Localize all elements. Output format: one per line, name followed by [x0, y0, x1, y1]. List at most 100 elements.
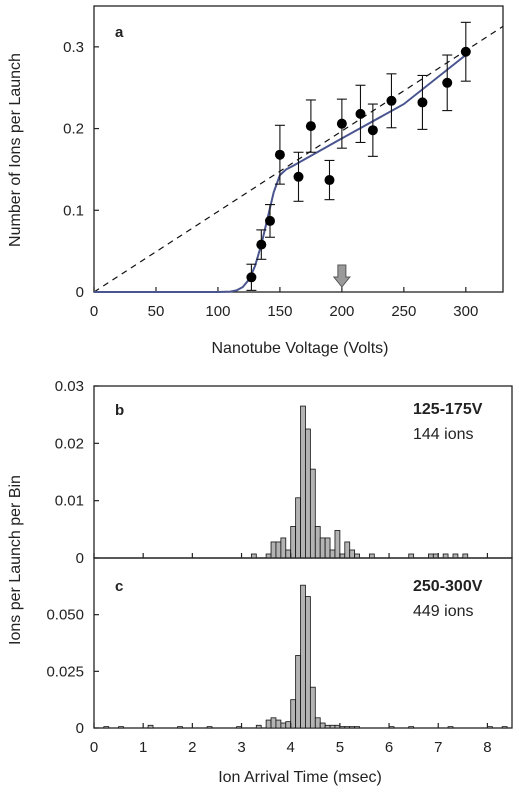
panel-a-data-point — [355, 108, 366, 119]
panel-c-bar — [275, 719, 282, 729]
panel-c-bar — [206, 726, 213, 729]
panel-a-ytick-label: 0.3 — [63, 39, 84, 56]
panel-c-bar — [408, 726, 415, 729]
panel-a-data-point — [324, 175, 335, 186]
panel-c-bar — [349, 726, 356, 729]
panel-a-ytick-label: 0.1 — [63, 202, 84, 219]
panel-c-xtick-label: 0 — [90, 739, 98, 756]
panel-a-xtick-label: 250 — [391, 303, 416, 320]
panel-b-bar — [290, 526, 297, 559]
panel-b-bar — [329, 549, 336, 559]
panel-a-xtick-label: 50 — [148, 303, 165, 320]
panel-c-bar — [255, 724, 262, 729]
panel-a-ytick-label: 0 — [76, 284, 84, 301]
panel-c-ylabel: Ions per Launch per Bin — [7, 475, 24, 645]
panel-c: c 250-300V 449 ions Ion Arrival Time (ms… — [7, 475, 513, 786]
panel-c-ytick-label: 0.050 — [46, 607, 84, 624]
panel-c-bar — [300, 584, 306, 729]
panel-c-bar — [236, 726, 242, 729]
panel-a-data-point — [256, 239, 267, 250]
panel-c-bar — [295, 655, 301, 729]
panel-c-bar — [103, 726, 110, 729]
panel-c-bar — [329, 724, 336, 729]
panel-a-xtick-label: 0 — [90, 303, 98, 320]
panel-c-bar — [319, 722, 326, 729]
panel-c-bar — [118, 726, 124, 729]
panel-c-bar — [280, 722, 287, 729]
panel-c-bar — [314, 717, 321, 729]
panel-a-data-point — [417, 97, 428, 108]
panel-a-down-arrow-icon — [332, 264, 351, 288]
panel-b-bar — [319, 537, 326, 559]
panel-c-ytick-label: 0.025 — [46, 663, 84, 680]
panel-b-letter: b — [115, 402, 124, 419]
panel-a-data-point — [305, 121, 316, 132]
panel-c-bar — [388, 726, 395, 729]
panel-b-annotation-count: 144 ions — [413, 426, 474, 443]
panel-b-ytick-label: 0 — [76, 550, 84, 567]
panel-b-ytick-label: 0.01 — [55, 493, 84, 510]
panel-c-bar — [177, 726, 183, 729]
panel-b-bar — [349, 549, 356, 559]
panel-c-xtick-label: 2 — [188, 739, 196, 756]
panel-b-bar — [324, 537, 331, 559]
panel-c-ytick-label: 0 — [76, 720, 84, 737]
panel-b-bar — [344, 541, 351, 559]
panel-a-xtick-label: 150 — [267, 303, 292, 320]
panel-c-xtick-label: 7 — [434, 739, 442, 756]
panel-a-data-point — [460, 46, 471, 57]
panel-c-bar — [501, 726, 508, 729]
panel-c-bar — [309, 686, 316, 729]
panel-c-bar — [334, 724, 341, 729]
panel-c-bar — [285, 721, 292, 729]
panel-b-bar — [285, 549, 292, 559]
panel-b-bar — [309, 468, 316, 559]
panel-a-xtick-label: 100 — [205, 303, 230, 320]
panel-c-xtick-label: 8 — [483, 739, 491, 756]
panel-c-xtick-label: 3 — [237, 739, 245, 756]
panel-c-bar — [290, 699, 297, 729]
panel-c-bar — [339, 726, 346, 729]
panel-a-xtick-label: 300 — [453, 303, 478, 320]
panel-c-bar — [354, 726, 360, 729]
panel-a-ylabel: Number of Ions per Launch — [7, 53, 24, 247]
panel-a-data-point — [264, 215, 275, 226]
panel-a-data-point — [442, 77, 453, 88]
panel-c-bar — [447, 726, 454, 729]
panel-b-ytick-label: 0.03 — [55, 378, 84, 395]
panel-a-xlabel: Nanotube Voltage (Volts) — [211, 340, 388, 357]
panel-c-bar — [324, 724, 331, 729]
panel-a-xtick-label: 200 — [329, 303, 354, 320]
panel-b-bar — [275, 541, 282, 559]
panel-a-data-point — [293, 171, 304, 182]
panel-b-bar — [270, 541, 277, 559]
panel-c-letter: c — [115, 578, 123, 595]
panel-a-data-point — [274, 149, 285, 160]
panel-c-bar — [265, 719, 272, 729]
panel-c-xtick-label: 4 — [287, 739, 295, 756]
panel-a-frame — [93, 5, 504, 293]
panel-c-bar — [305, 596, 311, 729]
panel-a-letter: a — [115, 24, 124, 41]
panel-b-ytick-label: 0.02 — [55, 435, 84, 452]
panel-c-xlabel: Ion Arrival Time (msec) — [218, 769, 382, 786]
panel-a-data-point — [386, 95, 397, 106]
panel-a: a Nanotube Voltage (Volts) Number of Ion… — [7, 5, 504, 357]
panel-a-fit-curve — [94, 54, 467, 293]
panel-b-bar — [305, 428, 311, 559]
panel-b-bar — [334, 530, 341, 559]
panel-b: b 125-175V 144 ions 0 0.01 0.02 0.03 — [55, 378, 513, 567]
panel-a-data-point — [367, 125, 378, 136]
panel-c-xtick-label: 6 — [385, 739, 393, 756]
panel-c-bar — [344, 726, 351, 729]
panel-c-annotation-count: 449 ions — [413, 603, 474, 620]
panel-a-ytick-label: 0.2 — [63, 121, 84, 138]
panel-c-annotation-title: 250-300V — [413, 578, 483, 595]
panel-b-bar — [314, 526, 321, 559]
panel-c-bar — [487, 726, 493, 729]
panel-b-annotation-title: 125-175V — [413, 401, 483, 418]
panel-b-bar — [280, 537, 287, 559]
panel-c-xtick-label: 5 — [336, 739, 344, 756]
